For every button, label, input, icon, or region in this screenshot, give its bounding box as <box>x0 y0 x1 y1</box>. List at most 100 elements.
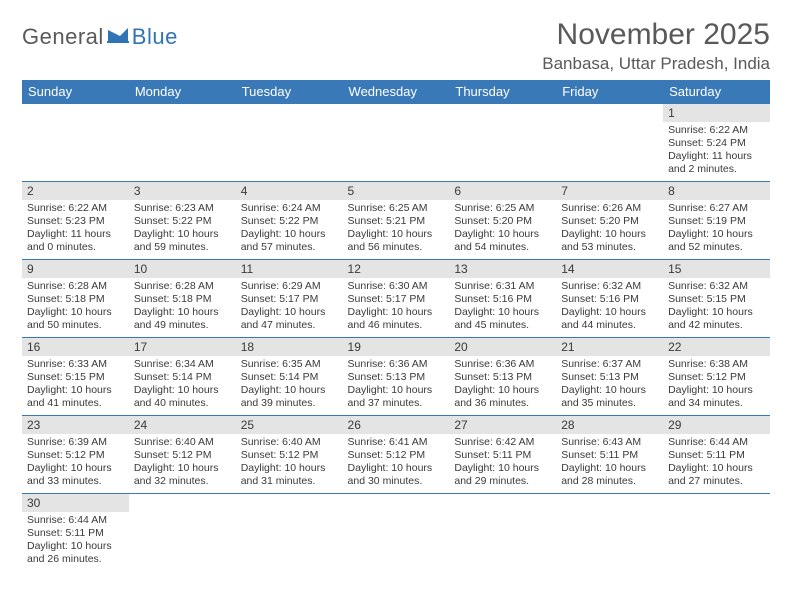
day-number: 24 <box>129 416 236 434</box>
daylight-text: Daylight: 10 hours and 54 minutes. <box>454 228 551 254</box>
day-info: Sunrise: 6:36 AMSunset: 5:13 PMDaylight:… <box>343 356 450 415</box>
day-info: Sunrise: 6:40 AMSunset: 5:12 PMDaylight:… <box>236 434 343 493</box>
day-number: 25 <box>236 416 343 434</box>
daylight-text: Daylight: 11 hours and 2 minutes. <box>668 150 765 176</box>
day-info: Sunrise: 6:22 AMSunset: 5:23 PMDaylight:… <box>22 200 129 259</box>
sunset-text: Sunset: 5:15 PM <box>668 293 765 306</box>
sunset-text: Sunset: 5:11 PM <box>454 449 551 462</box>
day-number: 28 <box>556 416 663 434</box>
sunrise-text: Sunrise: 6:44 AM <box>668 436 765 449</box>
sunset-text: Sunset: 5:18 PM <box>27 293 124 306</box>
sunset-text: Sunset: 5:19 PM <box>668 215 765 228</box>
day-number: 10 <box>129 260 236 278</box>
sunrise-text: Sunrise: 6:24 AM <box>241 202 338 215</box>
calendar-empty-cell <box>129 104 236 182</box>
day-info: Sunrise: 6:38 AMSunset: 5:12 PMDaylight:… <box>663 356 770 415</box>
calendar-week-row: 23Sunrise: 6:39 AMSunset: 5:12 PMDayligh… <box>22 416 770 494</box>
sunrise-text: Sunrise: 6:38 AM <box>668 358 765 371</box>
sunrise-text: Sunrise: 6:26 AM <box>561 202 658 215</box>
day-number: 19 <box>343 338 450 356</box>
weekday-row: SundayMondayTuesdayWednesdayThursdayFrid… <box>22 80 770 104</box>
daylight-text: Daylight: 10 hours and 59 minutes. <box>134 228 231 254</box>
weekday-header: Wednesday <box>343 80 450 104</box>
weekday-header: Saturday <box>663 80 770 104</box>
sunset-text: Sunset: 5:12 PM <box>348 449 445 462</box>
calendar-day-cell: 11Sunrise: 6:29 AMSunset: 5:17 PMDayligh… <box>236 260 343 338</box>
calendar-day-cell: 20Sunrise: 6:36 AMSunset: 5:13 PMDayligh… <box>449 338 556 416</box>
sunrise-text: Sunrise: 6:29 AM <box>241 280 338 293</box>
sunset-text: Sunset: 5:11 PM <box>27 527 124 540</box>
day-info: Sunrise: 6:44 AMSunset: 5:11 PMDaylight:… <box>22 512 129 571</box>
day-info: Sunrise: 6:27 AMSunset: 5:19 PMDaylight:… <box>663 200 770 259</box>
day-info: Sunrise: 6:30 AMSunset: 5:17 PMDaylight:… <box>343 278 450 337</box>
day-info: Sunrise: 6:44 AMSunset: 5:11 PMDaylight:… <box>663 434 770 493</box>
calendar-empty-cell <box>449 104 556 182</box>
calendar-empty-cell <box>22 104 129 182</box>
daylight-text: Daylight: 10 hours and 46 minutes. <box>348 306 445 332</box>
calendar-day-cell: 27Sunrise: 6:42 AMSunset: 5:11 PMDayligh… <box>449 416 556 494</box>
weekday-header: Thursday <box>449 80 556 104</box>
calendar-head: SundayMondayTuesdayWednesdayThursdayFrid… <box>22 80 770 104</box>
calendar-day-cell: 29Sunrise: 6:44 AMSunset: 5:11 PMDayligh… <box>663 416 770 494</box>
flag-icon <box>106 25 130 50</box>
sunrise-text: Sunrise: 6:35 AM <box>241 358 338 371</box>
day-number: 4 <box>236 182 343 200</box>
sunset-text: Sunset: 5:11 PM <box>668 449 765 462</box>
daylight-text: Daylight: 10 hours and 31 minutes. <box>241 462 338 488</box>
sunrise-text: Sunrise: 6:33 AM <box>27 358 124 371</box>
day-info: Sunrise: 6:40 AMSunset: 5:12 PMDaylight:… <box>129 434 236 493</box>
daylight-text: Daylight: 10 hours and 28 minutes. <box>561 462 658 488</box>
day-info: Sunrise: 6:28 AMSunset: 5:18 PMDaylight:… <box>129 278 236 337</box>
calendar-table: SundayMondayTuesdayWednesdayThursdayFrid… <box>22 80 770 572</box>
sunset-text: Sunset: 5:20 PM <box>561 215 658 228</box>
sunrise-text: Sunrise: 6:43 AM <box>561 436 658 449</box>
day-number: 13 <box>449 260 556 278</box>
day-info: Sunrise: 6:41 AMSunset: 5:12 PMDaylight:… <box>343 434 450 493</box>
day-info: Sunrise: 6:43 AMSunset: 5:11 PMDaylight:… <box>556 434 663 493</box>
sunset-text: Sunset: 5:22 PM <box>241 215 338 228</box>
daylight-text: Daylight: 10 hours and 32 minutes. <box>134 462 231 488</box>
day-number: 15 <box>663 260 770 278</box>
day-info: Sunrise: 6:32 AMSunset: 5:15 PMDaylight:… <box>663 278 770 337</box>
calendar-week-row: 9Sunrise: 6:28 AMSunset: 5:18 PMDaylight… <box>22 260 770 338</box>
day-number: 9 <box>22 260 129 278</box>
daylight-text: Daylight: 10 hours and 30 minutes. <box>348 462 445 488</box>
calendar-empty-cell <box>236 104 343 182</box>
day-number: 2 <box>22 182 129 200</box>
day-info: Sunrise: 6:33 AMSunset: 5:15 PMDaylight:… <box>22 356 129 415</box>
calendar-empty-cell <box>236 494 343 572</box>
sunrise-text: Sunrise: 6:36 AM <box>348 358 445 371</box>
daylight-text: Daylight: 10 hours and 49 minutes. <box>134 306 231 332</box>
calendar-empty-cell <box>449 494 556 572</box>
daylight-text: Daylight: 10 hours and 35 minutes. <box>561 384 658 410</box>
day-info: Sunrise: 6:24 AMSunset: 5:22 PMDaylight:… <box>236 200 343 259</box>
day-number: 29 <box>663 416 770 434</box>
day-info: Sunrise: 6:28 AMSunset: 5:18 PMDaylight:… <box>22 278 129 337</box>
calendar-body: 1Sunrise: 6:22 AMSunset: 5:24 PMDaylight… <box>22 104 770 572</box>
day-info: Sunrise: 6:29 AMSunset: 5:17 PMDaylight:… <box>236 278 343 337</box>
sunrise-text: Sunrise: 6:42 AM <box>454 436 551 449</box>
day-info: Sunrise: 6:31 AMSunset: 5:16 PMDaylight:… <box>449 278 556 337</box>
sunset-text: Sunset: 5:23 PM <box>27 215 124 228</box>
calendar-empty-cell <box>556 494 663 572</box>
calendar-week-row: 1Sunrise: 6:22 AMSunset: 5:24 PMDaylight… <box>22 104 770 182</box>
weekday-header: Tuesday <box>236 80 343 104</box>
calendar-week-row: 16Sunrise: 6:33 AMSunset: 5:15 PMDayligh… <box>22 338 770 416</box>
weekday-header: Sunday <box>22 80 129 104</box>
calendar-day-cell: 18Sunrise: 6:35 AMSunset: 5:14 PMDayligh… <box>236 338 343 416</box>
logo-text-blue: Blue <box>132 24 178 50</box>
sunrise-text: Sunrise: 6:30 AM <box>348 280 445 293</box>
calendar-day-cell: 7Sunrise: 6:26 AMSunset: 5:20 PMDaylight… <box>556 182 663 260</box>
daylight-text: Daylight: 10 hours and 42 minutes. <box>668 306 765 332</box>
day-info: Sunrise: 6:23 AMSunset: 5:22 PMDaylight:… <box>129 200 236 259</box>
day-number: 11 <box>236 260 343 278</box>
day-number: 26 <box>343 416 450 434</box>
sunrise-text: Sunrise: 6:25 AM <box>348 202 445 215</box>
calendar-day-cell: 2Sunrise: 6:22 AMSunset: 5:23 PMDaylight… <box>22 182 129 260</box>
sunset-text: Sunset: 5:16 PM <box>454 293 551 306</box>
calendar-day-cell: 9Sunrise: 6:28 AMSunset: 5:18 PMDaylight… <box>22 260 129 338</box>
sunset-text: Sunset: 5:13 PM <box>454 371 551 384</box>
logo: General Blue <box>22 24 178 50</box>
day-number: 16 <box>22 338 129 356</box>
sunset-text: Sunset: 5:20 PM <box>454 215 551 228</box>
